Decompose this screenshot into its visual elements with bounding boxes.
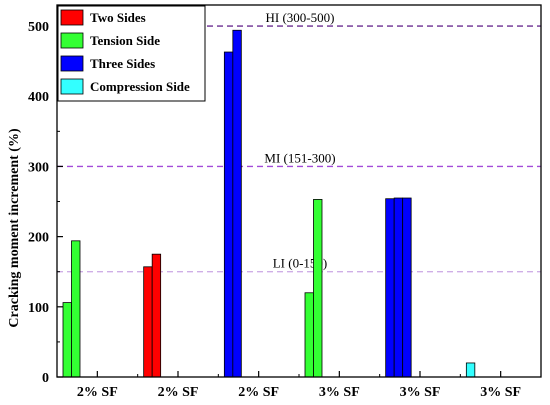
bar-4-1 bbox=[393, 197, 404, 378]
y-tick-label-3: 300 bbox=[28, 160, 49, 175]
reference-label-1: MI (151-300) bbox=[264, 150, 335, 165]
x-tick-label-0: 2% SF bbox=[77, 385, 118, 400]
y-axis-label: Cracking moment increment (%) bbox=[7, 128, 22, 328]
bar-0-1 bbox=[71, 240, 81, 378]
y-tick-label-5: 500 bbox=[28, 20, 49, 35]
x-tick-label-1: 2% SF bbox=[158, 385, 199, 400]
legend-swatch-3 bbox=[60, 78, 84, 95]
legend-label-0: Two Sides bbox=[90, 10, 146, 25]
legend-swatch-1 bbox=[60, 32, 84, 49]
bar-1-1 bbox=[151, 253, 162, 378]
legend-swatch-0 bbox=[60, 9, 84, 26]
bar-0-0 bbox=[62, 302, 72, 378]
bar-2-0 bbox=[223, 51, 234, 378]
x-tick-label-5: 3% SF bbox=[480, 385, 521, 400]
legend-label-2: Three Sides bbox=[90, 56, 155, 71]
bar-4-2 bbox=[402, 197, 412, 378]
y-tick-label-4: 400 bbox=[28, 90, 49, 105]
bar-5-0 bbox=[465, 362, 476, 378]
bar-3-1 bbox=[313, 199, 323, 378]
bar-2-1 bbox=[232, 29, 242, 378]
bar-4-0 bbox=[385, 198, 395, 378]
bar-1-0 bbox=[143, 266, 153, 378]
x-tick-label-3: 3% SF bbox=[319, 385, 360, 400]
reference-label-0: HI (300-500) bbox=[266, 10, 335, 25]
legend: Two Sides Tension Side Three Sides Compress… bbox=[57, 5, 206, 102]
x-tick-label-2: 2% SF bbox=[238, 385, 279, 400]
bar-3-0 bbox=[304, 292, 314, 378]
y-tick-label-1: 100 bbox=[28, 301, 49, 316]
legend-swatch-2 bbox=[60, 55, 84, 72]
x-tick-label-4: 3% SF bbox=[400, 385, 441, 400]
legend-label-3: Compression Side bbox=[90, 79, 190, 94]
y-tick-label-2: 200 bbox=[28, 231, 49, 246]
legend-label-1: Tension Side bbox=[90, 33, 160, 48]
y-tick-label-0: 0 bbox=[42, 371, 49, 386]
x-ticks: 2% SF 2% SF 2% SF 3% SF 3% SF 3% SF bbox=[77, 371, 521, 400]
reference-lines: HI (300-500)MI (151-300)LI (0-150) bbox=[57, 10, 541, 273]
